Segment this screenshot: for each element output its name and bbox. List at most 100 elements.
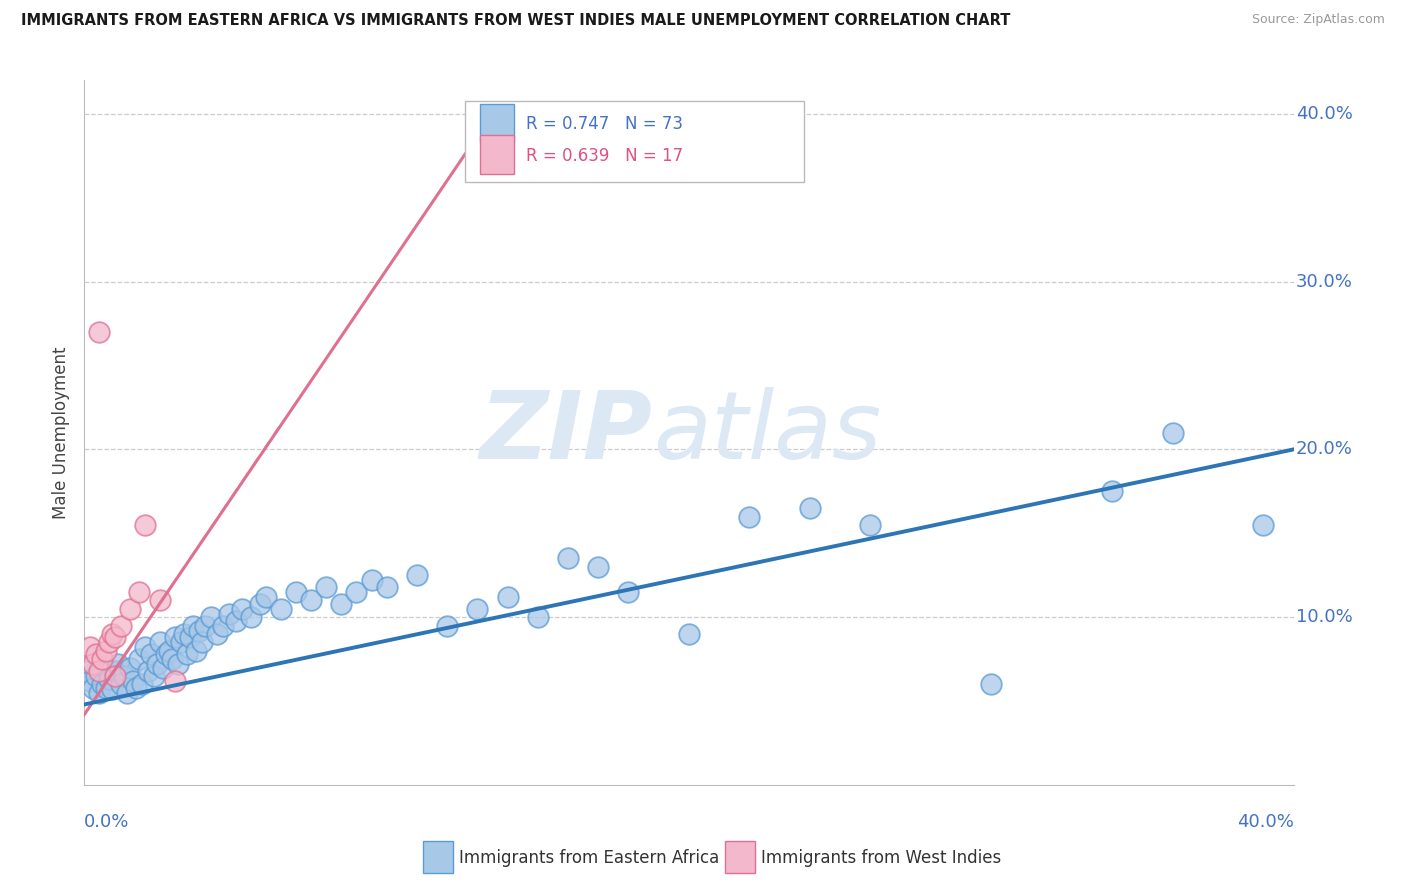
Point	[231, 602, 253, 616]
Point	[94, 644, 117, 658]
Point	[1161, 425, 1184, 440]
Y-axis label: Male Unemployment: Male Unemployment	[52, 346, 70, 519]
Point	[79, 640, 101, 655]
Point	[149, 635, 172, 649]
Point	[239, 610, 262, 624]
Text: R = 0.639   N = 17: R = 0.639 N = 17	[526, 146, 683, 165]
Point	[89, 664, 111, 678]
Point	[225, 614, 247, 628]
Text: 10.0%: 10.0%	[1296, 608, 1353, 626]
Point	[100, 627, 122, 641]
Point	[104, 669, 127, 683]
Point	[104, 664, 127, 678]
Text: 0.0%: 0.0%	[84, 814, 129, 831]
Point	[91, 677, 114, 691]
Bar	[465, 102, 804, 183]
Point	[1253, 517, 1275, 532]
Point	[173, 627, 195, 641]
Point	[160, 652, 183, 666]
Point	[218, 607, 240, 621]
Point	[186, 644, 208, 658]
Point	[104, 630, 127, 644]
Point	[118, 602, 141, 616]
Point	[167, 657, 190, 672]
Point	[134, 517, 156, 532]
Point	[157, 644, 180, 658]
Point	[165, 673, 187, 688]
Point	[97, 635, 120, 649]
Point	[146, 657, 169, 672]
Point	[100, 682, 122, 697]
Point	[89, 325, 111, 339]
Point	[194, 618, 217, 632]
Point	[82, 657, 104, 672]
Point	[360, 574, 382, 588]
Bar	[423, 841, 453, 873]
Point	[86, 647, 108, 661]
Point	[207, 627, 229, 641]
Point	[110, 677, 132, 691]
Point	[1101, 484, 1123, 499]
Point	[121, 673, 143, 688]
Point	[799, 501, 821, 516]
Text: 40.0%: 40.0%	[1237, 814, 1294, 831]
Point	[179, 630, 201, 644]
Text: atlas: atlas	[652, 387, 882, 478]
Point	[89, 686, 111, 700]
Text: IMMIGRANTS FROM EASTERN AFRICA VS IMMIGRANTS FROM WEST INDIES MALE UNEMPLOYMENT : IMMIGRANTS FROM EASTERN AFRICA VS IMMIGR…	[21, 13, 1011, 29]
Point	[191, 635, 214, 649]
Point	[980, 677, 1002, 691]
Point	[200, 610, 222, 624]
Point	[86, 669, 108, 683]
Text: ZIP: ZIP	[479, 386, 652, 479]
Point	[678, 627, 700, 641]
Point	[152, 660, 174, 674]
Text: R = 0.747   N = 73: R = 0.747 N = 73	[526, 115, 683, 133]
Point	[406, 568, 429, 582]
Point	[188, 624, 211, 638]
Point	[254, 590, 277, 604]
Point	[315, 580, 337, 594]
Point	[149, 593, 172, 607]
Point	[165, 630, 187, 644]
Point	[859, 517, 882, 532]
Text: Immigrants from Eastern Africa: Immigrants from Eastern Africa	[460, 848, 720, 866]
Point	[128, 585, 150, 599]
Point	[82, 681, 104, 695]
Point	[115, 686, 138, 700]
Point	[94, 681, 117, 695]
Point	[155, 647, 177, 661]
Point	[131, 677, 153, 691]
Point	[330, 597, 353, 611]
Point	[436, 618, 458, 632]
Point	[181, 618, 204, 632]
Point	[588, 559, 610, 574]
Point	[617, 585, 640, 599]
Point	[79, 673, 101, 688]
Point	[97, 673, 120, 687]
Point	[527, 610, 550, 624]
Point	[346, 585, 368, 599]
Text: Source: ZipAtlas.com: Source: ZipAtlas.com	[1251, 13, 1385, 27]
Point	[110, 618, 132, 632]
Text: Immigrants from West Indies: Immigrants from West Indies	[762, 848, 1001, 866]
Point	[134, 640, 156, 655]
Point	[176, 647, 198, 661]
Point	[557, 551, 579, 566]
Text: 30.0%: 30.0%	[1296, 273, 1353, 291]
Bar	[479, 103, 513, 143]
Point	[285, 585, 308, 599]
Text: 40.0%: 40.0%	[1296, 105, 1353, 123]
Text: 20.0%: 20.0%	[1296, 441, 1353, 458]
Point	[249, 597, 271, 611]
Point	[128, 652, 150, 666]
Point	[118, 660, 141, 674]
Point	[91, 652, 114, 666]
Point	[107, 657, 129, 672]
Bar	[725, 841, 755, 873]
Point	[496, 590, 519, 604]
Point	[139, 647, 162, 661]
Point	[142, 669, 165, 683]
Point	[738, 509, 761, 524]
Point	[170, 635, 193, 649]
